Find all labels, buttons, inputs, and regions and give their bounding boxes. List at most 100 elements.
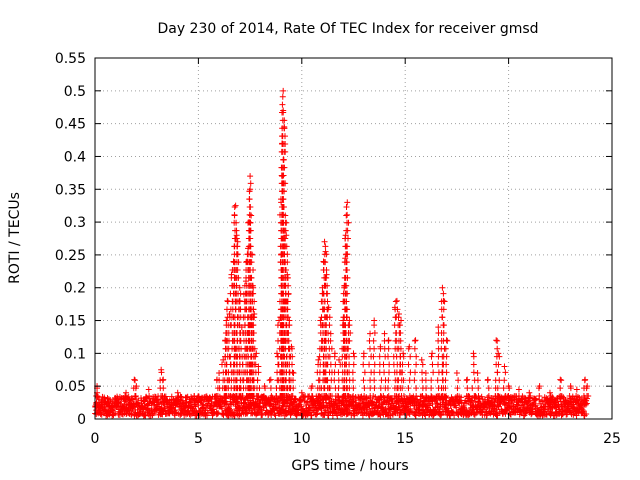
data-point-fill bbox=[412, 369, 419, 376]
data-point-fill bbox=[350, 385, 357, 392]
data-point-fill bbox=[250, 290, 257, 297]
data-point-fill bbox=[385, 393, 392, 400]
data-point-fill bbox=[405, 361, 412, 368]
baseline-point bbox=[460, 403, 467, 410]
data-point-fill bbox=[405, 345, 412, 352]
data-point-fill bbox=[280, 203, 287, 210]
data-point-fill bbox=[581, 377, 588, 384]
data-point-fill bbox=[361, 385, 368, 392]
baseline-point bbox=[334, 412, 341, 419]
data-point-fill bbox=[454, 393, 461, 400]
data-point-fill bbox=[325, 306, 332, 313]
baseline-point bbox=[129, 396, 136, 403]
data-point-fill bbox=[160, 385, 167, 392]
baseline-point bbox=[397, 406, 404, 413]
data-point-fill bbox=[279, 93, 286, 100]
data-point-fill bbox=[327, 393, 334, 400]
data-point-fill bbox=[282, 140, 289, 147]
baseline-point bbox=[136, 409, 143, 416]
data-point-fill bbox=[440, 330, 447, 337]
data-point bbox=[557, 376, 564, 383]
plot-frame bbox=[94, 57, 613, 420]
data-point-fill bbox=[474, 377, 481, 384]
baseline-point bbox=[219, 405, 226, 412]
data-point-fill bbox=[347, 330, 354, 337]
data-point-fill bbox=[370, 337, 377, 344]
data-point bbox=[96, 396, 103, 403]
data-point-fill bbox=[344, 211, 351, 218]
data-point-fill bbox=[254, 393, 261, 400]
data-point-fill bbox=[463, 377, 470, 384]
data-point-fill bbox=[411, 377, 418, 384]
data-point bbox=[250, 284, 257, 291]
data-point-fill bbox=[505, 393, 512, 400]
baseline-point bbox=[157, 399, 164, 406]
data-point-fill bbox=[132, 393, 139, 400]
data-point-fill bbox=[326, 385, 333, 392]
data-point-fill bbox=[344, 290, 351, 297]
baseline-point bbox=[105, 396, 112, 403]
data-point bbox=[280, 87, 287, 94]
data-point-fill bbox=[399, 385, 406, 392]
data-point-fill bbox=[475, 393, 482, 400]
x-tick-label: 20 bbox=[500, 431, 518, 447]
data-point-fill bbox=[247, 235, 254, 242]
data-point-fill bbox=[566, 393, 573, 400]
data-point-fill bbox=[400, 377, 407, 384]
data-point-fill bbox=[346, 353, 353, 360]
data-point-fill bbox=[284, 274, 291, 281]
baseline-point bbox=[313, 411, 320, 418]
data-point-fill bbox=[371, 385, 378, 392]
baseline-point bbox=[308, 412, 315, 419]
baseline-point bbox=[242, 411, 249, 418]
data-point-fill bbox=[485, 393, 492, 400]
data-point bbox=[322, 248, 329, 255]
data-point-fill bbox=[285, 314, 292, 321]
data-point bbox=[526, 389, 533, 396]
data-point-fill bbox=[343, 259, 350, 266]
data-point-fill bbox=[285, 337, 292, 344]
data-point-fill bbox=[443, 353, 450, 360]
data-point-fill bbox=[411, 337, 418, 344]
baseline-point bbox=[369, 398, 376, 405]
baseline-point bbox=[558, 412, 565, 419]
baseline-point bbox=[183, 394, 190, 401]
data-point-fill bbox=[419, 361, 426, 368]
baseline-point bbox=[186, 399, 193, 406]
data-point-fill bbox=[443, 393, 450, 400]
data-point-fill bbox=[268, 393, 275, 400]
baseline-point bbox=[392, 398, 399, 405]
data-point bbox=[283, 232, 290, 239]
data-point bbox=[343, 212, 350, 219]
data-point-fill bbox=[231, 203, 238, 210]
data-point-fill bbox=[346, 337, 353, 344]
y-tick-label: 0.45 bbox=[55, 117, 86, 133]
baseline-point bbox=[469, 399, 476, 406]
data-point-fill bbox=[442, 345, 449, 352]
data-point-fill bbox=[299, 393, 306, 400]
data-point-fill bbox=[494, 369, 501, 376]
data-point-fill bbox=[308, 393, 315, 400]
x-tick-label: 25 bbox=[603, 431, 621, 447]
data-point-fill bbox=[250, 337, 257, 344]
data-point-fill bbox=[573, 393, 580, 400]
data-point-fill bbox=[326, 314, 333, 321]
data-point-fill bbox=[284, 298, 291, 305]
baseline-point bbox=[235, 400, 242, 407]
baseline-point bbox=[532, 402, 539, 409]
baseline-point bbox=[458, 394, 465, 401]
data-point-fill bbox=[470, 369, 477, 376]
data-point-fill bbox=[454, 385, 461, 392]
data-point-fill bbox=[323, 251, 330, 258]
baseline-point bbox=[112, 410, 119, 417]
data-point-fill bbox=[284, 251, 291, 258]
data-point-fill bbox=[350, 377, 357, 384]
data-point-fill bbox=[280, 172, 287, 179]
data-point-fill bbox=[485, 385, 492, 392]
data-point-fill bbox=[250, 306, 257, 313]
baseline-point bbox=[116, 393, 123, 400]
data-point-fill bbox=[158, 369, 165, 376]
data-point-fill bbox=[484, 377, 491, 384]
y-tick-label: 0.05 bbox=[55, 379, 86, 395]
y-tick-label: 0.55 bbox=[55, 51, 86, 67]
